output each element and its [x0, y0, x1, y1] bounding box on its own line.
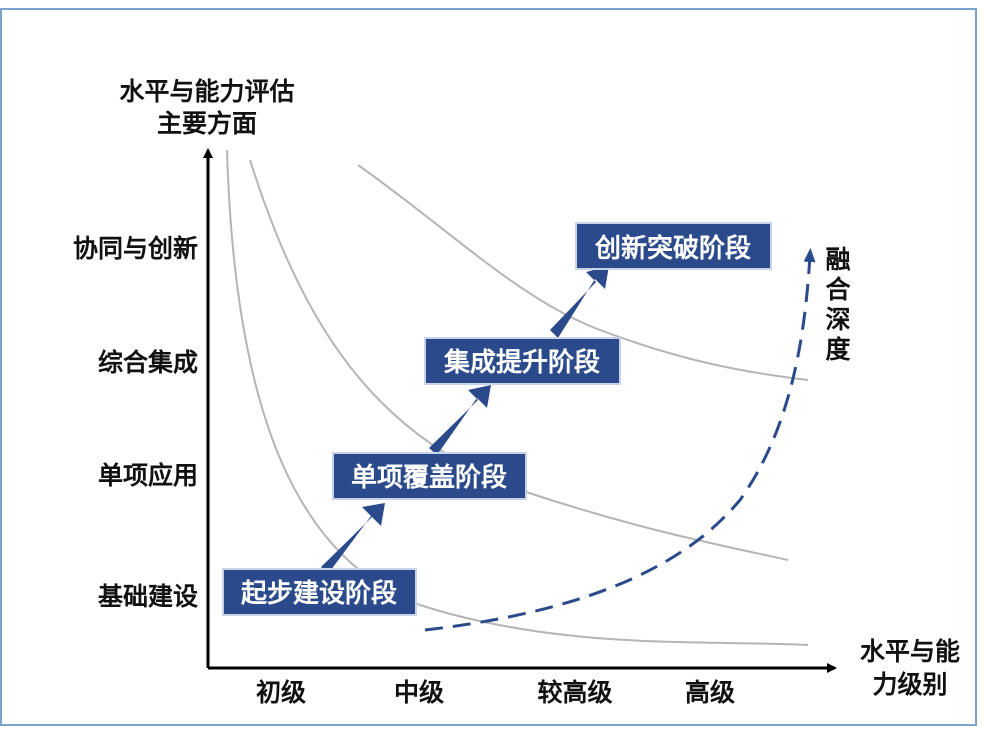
stage-arrow-2	[429, 385, 491, 455]
y-level-collaboration-innovation: 协同与创新	[73, 234, 198, 263]
stage-label-integration: 集成提升阶段	[443, 347, 600, 378]
depth-label-char-1: 融	[825, 245, 850, 274]
depth-label-char-4: 度	[825, 335, 850, 364]
x-level-advanced: 高级	[685, 678, 735, 707]
fusion-depth-curve	[424, 248, 816, 632]
stage-box-innovation: 创新突破阶段	[575, 222, 772, 270]
x-level-primary: 初级	[256, 678, 306, 707]
level-curve-3	[357, 164, 809, 381]
y-axis-title-line-1: 水平与能力评估	[119, 77, 294, 106]
x-level-upper-intermediate: 较高级	[537, 678, 612, 707]
stage-box-integration: 集成提升阶段	[424, 337, 621, 385]
x-axis-title-line-1: 水平与能	[860, 637, 960, 666]
y-axis-title-line-2: 主要方面	[157, 109, 257, 138]
stage-label-single-coverage: 单项覆盖阶段	[351, 462, 507, 493]
stage-box-start: 起步建设阶段	[222, 568, 417, 616]
stage-label-innovation: 创新突破阶段	[594, 233, 751, 264]
depth-label-char-2: 合	[825, 275, 851, 304]
y-level-foundation: 基础建设	[98, 582, 198, 611]
x-axis-title-line-2: 力级别	[872, 670, 947, 699]
y-level-single-application: 单项应用	[98, 461, 198, 490]
x-level-intermediate: 中级	[394, 678, 444, 707]
stage-arrows	[321, 266, 609, 574]
depth-label-char-3: 深	[825, 305, 850, 334]
stage-box-single-coverage: 单项覆盖阶段	[332, 452, 527, 500]
stage-arrow-1	[321, 503, 385, 574]
y-level-integration: 综合集成	[98, 348, 198, 377]
stage-label-start: 起步建设阶段	[241, 578, 397, 609]
stage-arrow-3	[550, 266, 609, 338]
